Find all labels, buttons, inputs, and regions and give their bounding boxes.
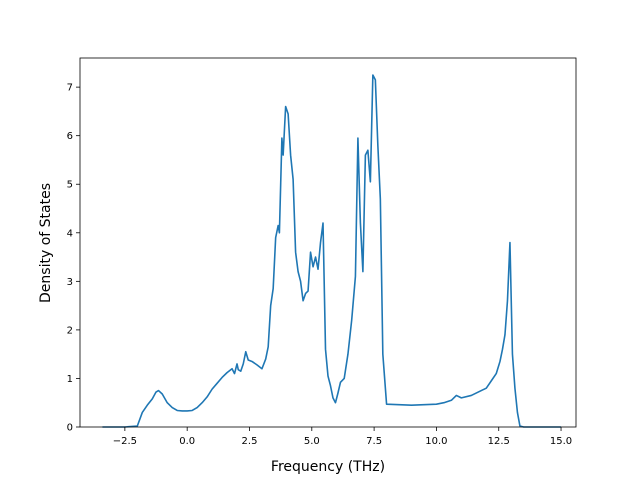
x-tick-label: 10.0 [425, 436, 447, 447]
x-tick-label: −2.5 [113, 436, 137, 447]
y-tick-label: 2 [67, 325, 73, 336]
plot-frame [79, 57, 577, 428]
x-axis-label: Frequency (THz) [271, 459, 385, 475]
x-tick-label: 5.0 [304, 436, 320, 447]
y-tick-label: 0 [67, 423, 73, 434]
y-axis-label: Density of States [38, 183, 54, 303]
dos-line [102, 74, 562, 428]
y-tick-label: 1 [67, 374, 73, 385]
x-tick-label: 12.5 [488, 436, 510, 447]
y-tick-label: 7 [67, 83, 73, 94]
x-tick-label: 7.5 [366, 436, 382, 447]
y-tick-label: 6 [67, 131, 73, 142]
x-tick-label: 0.0 [179, 436, 195, 447]
y-tick-label: 3 [67, 277, 73, 288]
y-tick-label: 4 [67, 228, 73, 239]
x-tick-label: 15.0 [550, 436, 572, 447]
y-tick-label: 5 [67, 180, 73, 191]
x-tick-label: 2.5 [242, 436, 258, 447]
